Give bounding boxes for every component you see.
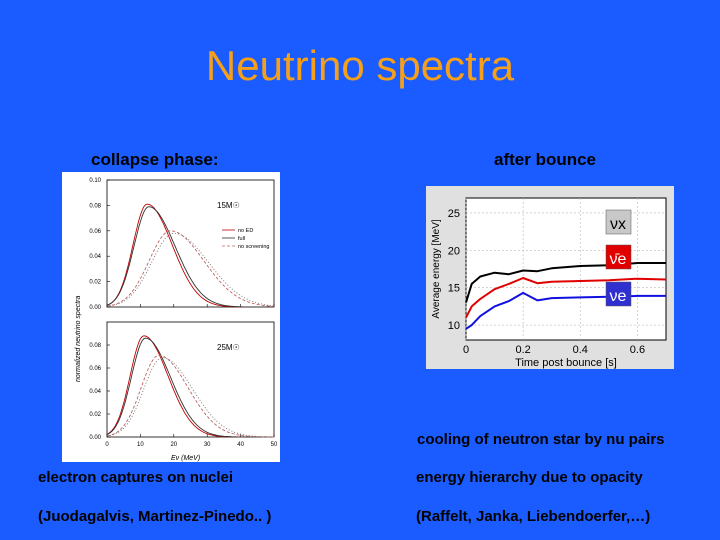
y-tick-label: 25 bbox=[448, 208, 460, 220]
series-label: ν̄e bbox=[610, 251, 627, 268]
subplot-frame bbox=[106, 179, 275, 308]
y-tick-label: 0.00 bbox=[89, 435, 101, 441]
collapse-spectra-figure: 0.00 0.02 0.04 0.06 0.08 0.10 15M☉ no ED full no … bbox=[62, 172, 280, 462]
mass-tag: 15M☉ bbox=[217, 201, 240, 210]
right-caption-top: cooling of neutron star by nu pairs bbox=[417, 431, 665, 448]
x-tick-label: 0 bbox=[105, 442, 109, 448]
y-tick-label: 10 bbox=[448, 320, 460, 332]
x-tick-label: 40 bbox=[237, 442, 244, 448]
spectrum-curve bbox=[106, 357, 274, 438]
legend-entry: no screening bbox=[238, 244, 270, 250]
x-tick-label: 50 bbox=[271, 442, 278, 448]
slide-title: Neutrino spectra bbox=[205, 42, 515, 89]
left-caption-1: electron captures on nuclei bbox=[38, 469, 234, 486]
average-energy-figure: 10 15 20 25 0 0.2 0.4 0.6 νx ν̄e νe Time post bounc… bbox=[426, 186, 674, 369]
spectrum-curve bbox=[106, 337, 274, 438]
y-tick-label: 20 bbox=[448, 245, 460, 257]
series-label: νx bbox=[610, 216, 626, 233]
series-label: νe bbox=[610, 288, 627, 305]
y-tick-label: 0.06 bbox=[89, 366, 101, 372]
x-tick-label: 0.4 bbox=[573, 344, 588, 356]
y-tick-label: 0.08 bbox=[89, 343, 101, 349]
x-tick-label: 0.6 bbox=[630, 344, 645, 356]
right-caption-1: energy hierarchy due to opacity bbox=[416, 469, 643, 486]
plot-frame bbox=[465, 197, 667, 341]
left-heading: collapse phase: bbox=[91, 150, 219, 169]
y-tick-label: 0.00 bbox=[89, 305, 101, 311]
x-axis-label: Time post bounce [s] bbox=[515, 357, 617, 369]
right-heading: after bounce bbox=[494, 150, 597, 169]
left-caption-2: (Juodagalvis, Martinez-Pinedo.. ) bbox=[38, 508, 272, 525]
x-tick-label: 10 bbox=[137, 442, 144, 448]
figure-background bbox=[62, 172, 280, 462]
spectrum-curve bbox=[106, 230, 275, 307]
x-tick-label: 0 bbox=[463, 344, 469, 356]
x-tick-label: 30 bbox=[204, 442, 211, 448]
legend-entry: full bbox=[238, 236, 245, 242]
x-tick-label: 0.2 bbox=[515, 344, 530, 356]
x-tick-label: 20 bbox=[170, 442, 177, 448]
y-tick-label: 15 bbox=[448, 283, 460, 295]
series-label-box bbox=[605, 281, 632, 307]
spectrum-curve bbox=[106, 206, 274, 308]
mass-tag: 25M☉ bbox=[217, 343, 240, 352]
right-caption-2: (Raffelt, Janka, Liebendoerfer,…) bbox=[416, 508, 651, 525]
y-axis-label: normalized neutrino spectra bbox=[75, 296, 82, 382]
y-axis-label: Average energy [MeV] bbox=[431, 219, 442, 319]
y-tick-label: 0.04 bbox=[89, 254, 101, 260]
series-label-box bbox=[605, 244, 632, 270]
y-tick-label: 0.02 bbox=[89, 280, 101, 286]
y-tick-label: 0.10 bbox=[89, 178, 101, 184]
legend-entry: no ED bbox=[238, 228, 253, 234]
y-tick-label: 0.02 bbox=[89, 412, 101, 418]
energy-curve bbox=[465, 277, 667, 319]
y-tick-label: 0.04 bbox=[89, 389, 101, 395]
series-label-box bbox=[605, 209, 632, 235]
y-tick-label: 0.08 bbox=[89, 203, 101, 209]
x-axis-label: Eν (MeV) bbox=[171, 455, 200, 462]
subplot-frame bbox=[106, 321, 275, 438]
y-tick-label: 0.06 bbox=[89, 229, 101, 235]
